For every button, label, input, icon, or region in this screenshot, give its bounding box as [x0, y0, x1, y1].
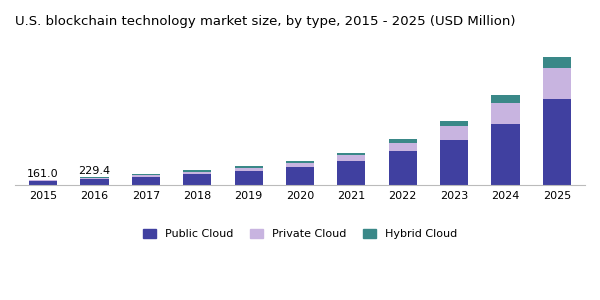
Bar: [29, 179, 58, 180]
Bar: [235, 166, 263, 168]
Bar: [235, 168, 263, 171]
Text: 161.0: 161.0: [27, 169, 58, 178]
Bar: [491, 95, 520, 103]
Bar: [235, 171, 263, 185]
Bar: [491, 103, 520, 124]
Bar: [542, 56, 571, 68]
Bar: [29, 181, 58, 185]
Bar: [29, 180, 58, 181]
Bar: [337, 153, 365, 155]
Bar: [337, 155, 365, 161]
Bar: [542, 68, 571, 99]
Text: U.S. blockchain technology market size, by type, 2015 - 2025 (USD Million): U.S. blockchain technology market size, …: [15, 15, 515, 28]
Bar: [80, 179, 109, 185]
Legend: Public Cloud, Private Cloud, Hybrid Cloud: Public Cloud, Private Cloud, Hybrid Clou…: [138, 224, 462, 244]
Bar: [440, 121, 468, 126]
Bar: [542, 99, 571, 185]
Bar: [389, 151, 417, 185]
Bar: [337, 161, 365, 185]
Bar: [80, 177, 109, 178]
Bar: [440, 126, 468, 140]
Bar: [132, 174, 160, 175]
Bar: [132, 175, 160, 177]
Bar: [389, 143, 417, 151]
Bar: [183, 174, 211, 185]
Bar: [286, 161, 314, 163]
Bar: [286, 167, 314, 185]
Bar: [183, 170, 211, 172]
Text: 229.4: 229.4: [78, 166, 110, 176]
Bar: [389, 139, 417, 143]
Bar: [132, 177, 160, 185]
Bar: [491, 124, 520, 185]
Bar: [80, 178, 109, 179]
Bar: [440, 140, 468, 185]
Bar: [286, 163, 314, 167]
Bar: [183, 172, 211, 174]
